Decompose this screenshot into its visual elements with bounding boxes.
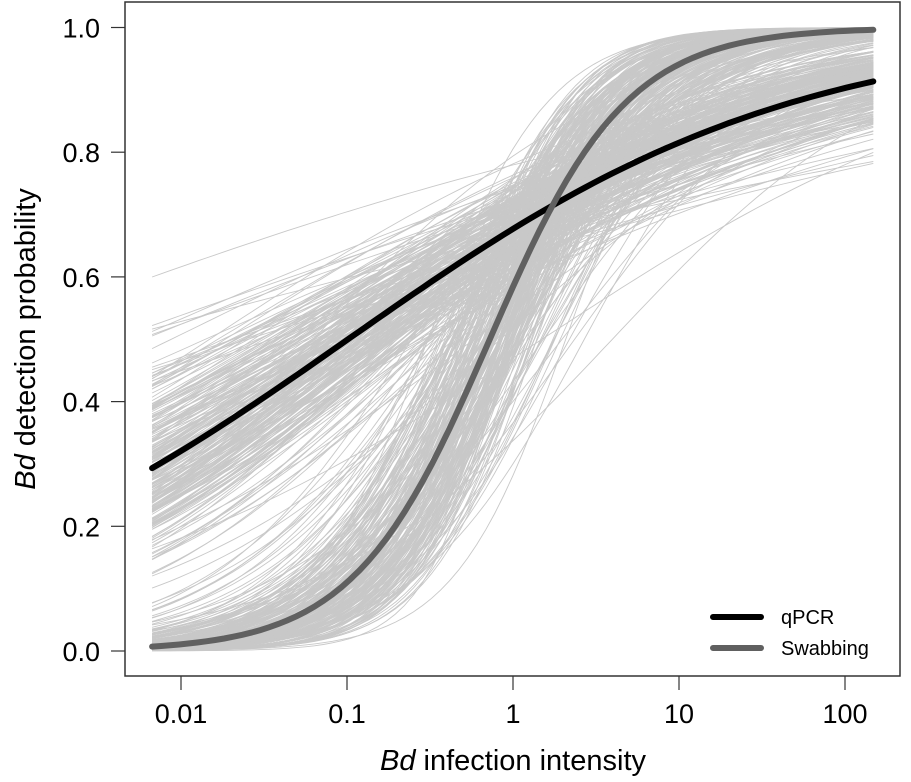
x-tick-label: 0.1	[328, 699, 366, 729]
posterior-draw-swabbing	[152, 38, 874, 648]
mean-curves	[149, 26, 877, 650]
x-axis-title: Bd infection intensity	[380, 745, 646, 777]
y-tick-label: 0.0	[62, 637, 100, 667]
posterior-draw-swabbing	[152, 27, 874, 652]
y-tick-label: 0.4	[62, 388, 100, 418]
x-tick-label: 0.01	[155, 699, 208, 729]
posterior-draw-swabbing	[152, 71, 874, 631]
x-tick-label: 100	[822, 699, 867, 729]
legend-label-qpcr: qPCR	[781, 607, 834, 629]
y-tick-label: 1.0	[62, 14, 100, 44]
posterior-draw-swabbing	[152, 34, 874, 650]
posterior-draw-swabbing	[152, 30, 874, 646]
y-tick-label: 0.8	[62, 138, 100, 168]
posterior-draw-swabbing	[151, 37, 874, 604]
posterior-draw-swabbing	[152, 38, 874, 642]
posterior-draw-swabbing	[152, 28, 874, 650]
y-tick-label: 0.6	[62, 263, 100, 293]
posterior-draw-swabbing	[152, 27, 874, 647]
mean-curve-swabbing	[149, 26, 877, 650]
posterior-draw-swabbing	[151, 37, 874, 628]
posterior-draw-swabbing	[152, 27, 874, 651]
posterior-draw-swabbing	[152, 27, 874, 650]
y-axis-title-italic: Bd	[10, 453, 42, 489]
x-axis: 0.01 0.1 1 10 100	[155, 676, 868, 729]
mean-curve-qpcr	[149, 78, 877, 472]
posterior-draw-swabbing	[152, 33, 874, 648]
x-tick-label: 1	[505, 699, 520, 729]
posterior-draw-qpcr	[151, 75, 874, 428]
posterior-draw-qpcr	[151, 100, 874, 472]
posterior-draws	[151, 27, 874, 652]
posterior-draw-qpcr	[151, 63, 874, 377]
y-tick-label: 0.2	[62, 512, 100, 542]
posterior-draw-swabbing	[152, 44, 874, 647]
y-axis-title-rest: detection probability	[10, 188, 42, 454]
posterior-draw-swabbing	[152, 27, 874, 651]
x-axis-title-italic: Bd	[380, 745, 416, 777]
posterior-draw-swabbing	[152, 30, 874, 642]
x-axis-title-rest: infection intensity	[415, 745, 646, 777]
legend: qPCR Swabbing	[710, 607, 869, 660]
posterior-draw-swabbing	[152, 31, 874, 645]
x-tick-label: 10	[664, 699, 694, 729]
posterior-draw-swabbing	[152, 37, 874, 641]
posterior-draw-swabbing	[152, 42, 874, 638]
legend-label-swabbing: Swabbing	[781, 638, 869, 660]
y-axis-title: Bd detection probability	[10, 188, 42, 490]
y-axis: 0.0 0.2 0.4 0.6 0.8 1.0	[62, 14, 125, 667]
